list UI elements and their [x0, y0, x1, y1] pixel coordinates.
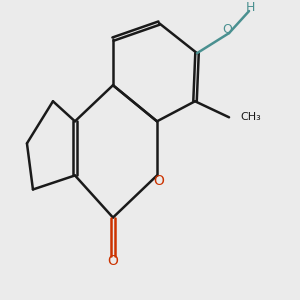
Text: O: O [153, 174, 164, 188]
Text: CH₃: CH₃ [241, 112, 261, 122]
Text: H: H [246, 1, 255, 14]
Text: O: O [223, 23, 232, 36]
Text: O: O [107, 254, 118, 268]
